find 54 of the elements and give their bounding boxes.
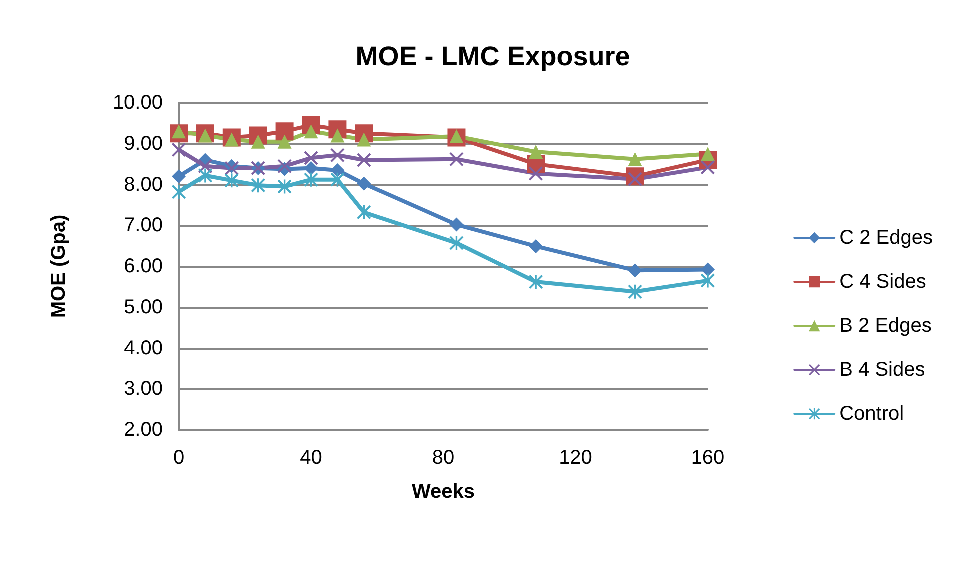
x-tick-label: 160 [691, 447, 725, 469]
y-tick-label: 8.00 [124, 174, 163, 196]
x-tick-label: 0 [173, 447, 185, 469]
point [628, 284, 642, 299]
point [278, 134, 292, 149]
point [276, 122, 294, 141]
legend-label: B 4 Sides [840, 359, 926, 381]
x-axis-title: Weeks [412, 481, 476, 503]
point [357, 176, 372, 191]
point [172, 185, 186, 200]
y-axis-title: MOE (Gpa) [48, 214, 70, 318]
point [304, 161, 318, 176]
point [701, 262, 715, 277]
legend-label: B 2 Edges [840, 315, 932, 337]
point [701, 274, 715, 288]
point [628, 152, 642, 166]
y-tick-label: 10.00 [112, 92, 163, 114]
x-tick-label: 40 [300, 447, 322, 469]
point [529, 239, 544, 254]
y-tick-label: 9.00 [124, 132, 163, 155]
point [172, 170, 186, 184]
y-tick-label: 5.00 [124, 296, 163, 318]
y-tick-label: 3.00 [124, 378, 163, 400]
point [278, 159, 292, 174]
point [278, 180, 292, 194]
point [450, 152, 464, 166]
point [628, 264, 642, 278]
x-tick-label: 120 [559, 447, 592, 469]
point [330, 172, 345, 187]
y-tick-label: 4.00 [124, 337, 163, 360]
point [357, 153, 372, 168]
point [304, 151, 318, 166]
legend-label: Control [840, 403, 904, 425]
x-tick-label: 80 [432, 447, 455, 469]
legend-label: C 4 Sides [840, 271, 926, 293]
point [450, 218, 464, 232]
point [198, 168, 212, 183]
point [529, 145, 544, 160]
chart-title: MOE - LMC Exposure [356, 42, 630, 72]
point [450, 236, 464, 250]
point [330, 163, 345, 178]
legend-label: C 2 Edges [840, 227, 933, 249]
point [304, 172, 318, 187]
y-tick-label: 7.00 [124, 214, 163, 237]
point [251, 178, 266, 193]
point [330, 148, 345, 162]
y-tick-label: 2.00 [124, 419, 163, 441]
point [357, 206, 372, 220]
point [701, 160, 715, 175]
point [529, 166, 544, 181]
point [172, 143, 186, 158]
point [224, 174, 239, 188]
y-tick-label: 6.00 [124, 256, 163, 278]
point [529, 275, 544, 290]
